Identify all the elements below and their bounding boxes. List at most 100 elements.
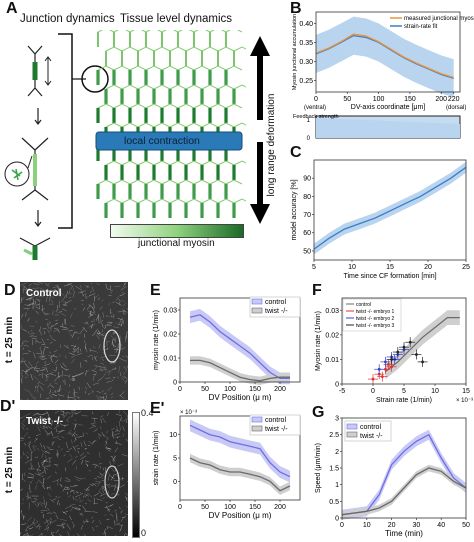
tissue-speck (99, 306, 103, 310)
tissue-speck (101, 417, 107, 424)
x-tick-label: 25 (462, 264, 470, 271)
tissue-speck (93, 355, 97, 362)
tissue-speck (42, 367, 47, 369)
plot-frame (315, 11, 461, 93)
tissue-speck (114, 285, 121, 287)
tissue-speck (46, 296, 48, 303)
tissue-speck (115, 367, 117, 370)
tissue-speck (44, 469, 46, 474)
tissue-speck (85, 321, 89, 323)
tissue-speck (119, 335, 122, 342)
tissue-speck (70, 414, 73, 418)
x-tick-label: 0 (178, 504, 182, 511)
tissue-speck (37, 525, 42, 527)
tissue-speck (69, 504, 76, 506)
tissue-speck (20, 456, 22, 459)
tissue-speck (42, 426, 50, 429)
tissue-speck (110, 315, 113, 318)
tissue-speck (96, 391, 101, 393)
tissue-speck (79, 500, 84, 503)
series-control (189, 424, 291, 478)
tissue-speck (63, 454, 66, 457)
tissue-speck (22, 288, 30, 290)
tissue-speck (68, 374, 71, 379)
tissue-speck (59, 326, 65, 328)
tissue-speck (82, 434, 85, 437)
tissue-speck (25, 495, 32, 499)
tissue-speck (69, 508, 73, 512)
lattice-edge (217, 122, 235, 128)
tissue-speck (45, 501, 48, 509)
tissue-speck (80, 524, 83, 530)
x-tick-label: 15 (386, 264, 394, 271)
lattice-edge (153, 122, 171, 128)
tissue-speck (107, 504, 113, 508)
tissue-speck (20, 417, 23, 419)
panel-letter-a: A (6, 0, 18, 17)
tissue-speck (22, 498, 24, 501)
tissue-speck (122, 369, 127, 376)
tissue-speck (98, 398, 102, 400)
tissue-speck (85, 485, 90, 492)
y-tick-label: 80 (303, 194, 311, 201)
lattice-edge (161, 103, 179, 109)
tissue-speck (126, 331, 128, 333)
tissue-speck (56, 388, 62, 392)
tissue-speck (100, 418, 102, 423)
tissue-speck (115, 486, 121, 491)
tissue-speck (49, 324, 53, 329)
tissue-speck (84, 390, 87, 394)
tissue-speck (125, 438, 128, 442)
tissue-speck (63, 374, 70, 377)
tissue-speck (64, 488, 71, 490)
tissue-speck (100, 369, 108, 371)
lattice-edge (177, 103, 195, 109)
tissue-speck (64, 412, 67, 414)
tissue-speck (98, 433, 102, 437)
twist-micrograph: Twist -/- (20, 410, 128, 536)
tissue-speck (20, 345, 23, 347)
tissue-speck (113, 347, 118, 351)
tissue-speck (120, 372, 122, 377)
tissue-speck (35, 361, 40, 364)
tissue-speck (36, 447, 40, 451)
tissue-speck (47, 507, 50, 511)
tissue-speck (44, 282, 49, 287)
tissue-speck (74, 423, 78, 428)
tissue-speck (119, 420, 121, 428)
tissue-speck (36, 370, 39, 373)
y-tick-label: 0.03 (325, 308, 339, 315)
tissue-speck (86, 382, 91, 389)
series-twist (341, 467, 467, 516)
tissue-speck (34, 473, 42, 477)
lattice-edge (121, 160, 139, 166)
tissue-speck (119, 528, 121, 532)
tissue-speck (120, 286, 127, 291)
panel-letter-d: D (4, 282, 16, 299)
y-tick-label: 2.5 (329, 432, 339, 439)
tissue-speck (106, 411, 110, 417)
tissue-speck (78, 423, 83, 426)
tissue-speck (27, 476, 35, 479)
tissue-speck (40, 386, 44, 391)
tissue-speck (114, 429, 119, 432)
tissue-speck (50, 358, 54, 363)
panel-letter-b: B (290, 0, 302, 17)
chart-e: 0 50 100 150 200 0 0.01 0.02 0.03 DV Position (μ … (153, 296, 301, 402)
tissue-speck (38, 329, 43, 336)
tissue-speck (101, 486, 104, 494)
tissue-speck (80, 477, 86, 479)
tissue-speck (47, 493, 52, 498)
tissue-speck (118, 410, 120, 414)
tissue-speck (33, 365, 37, 371)
twist-label: Twist -/- (26, 416, 64, 427)
tissue-speck (49, 395, 54, 398)
tissue-speck (114, 447, 119, 453)
lattice-edge (201, 198, 219, 204)
accuracy-band (314, 161, 466, 255)
tissue-speck (26, 427, 28, 431)
tissue-speck (76, 352, 83, 356)
tissue-speck (70, 490, 75, 492)
tissue-speck (74, 498, 79, 502)
